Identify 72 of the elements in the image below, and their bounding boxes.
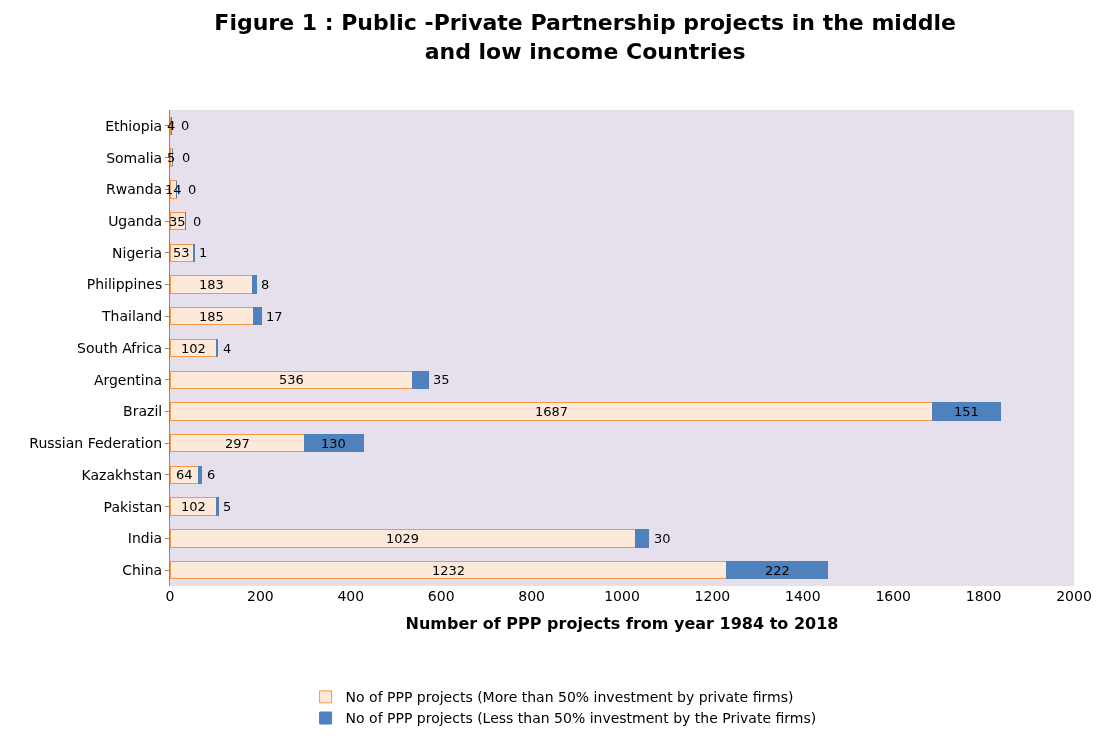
data-label: 6 (207, 467, 216, 482)
y-tick-label: Uganda (108, 212, 163, 229)
bar (170, 307, 255, 326)
data-label: 222 (765, 563, 790, 578)
y-tick-label: Brazil (123, 403, 163, 420)
data-label: 0 (182, 150, 191, 165)
data-label: 1029 (386, 531, 420, 546)
data-label: 183 (199, 277, 224, 292)
bar (253, 307, 262, 326)
legend-label: No of PPP projects (Less than 50% investment by the Private firms) (345, 710, 817, 727)
y-tick-label: Thailand (101, 308, 163, 325)
x-tick-label: 1600 (875, 588, 912, 604)
data-label: 64 (176, 467, 193, 482)
bar (170, 560, 728, 580)
y-tick-label: Pakistan (103, 498, 163, 515)
data-label: 1 (199, 245, 208, 260)
x-tick-label: 1800 (965, 588, 1002, 604)
data-label: 35 (433, 372, 450, 387)
bar (198, 465, 203, 485)
x-tick-label: 200 (247, 588, 274, 604)
x-tick-label: 0 (165, 588, 175, 604)
x-tick-label: 1200 (694, 588, 731, 604)
bar (215, 497, 219, 516)
x-tick-label: 800 (518, 588, 545, 604)
data-label: 536 (279, 372, 304, 387)
bar (726, 560, 828, 580)
bar (252, 275, 257, 294)
data-label: 151 (954, 404, 979, 419)
data-label: 102 (181, 341, 206, 356)
data-label: 4 (223, 341, 232, 356)
y-tick-label: Kazakhstan (81, 466, 163, 483)
y-tick-label: Somalia (106, 149, 163, 166)
x-axis-title: Number of PPP projects from year 1984 to 2018 (405, 613, 839, 633)
bar (303, 433, 364, 453)
y-tick-label: Philippines (86, 276, 163, 293)
x-tick-label: 2000 (1056, 588, 1092, 604)
y-tick-label: Nigeria (112, 244, 163, 261)
data-label: 1232 (432, 563, 466, 578)
data-label: 185 (199, 309, 224, 324)
data-label: 130 (321, 436, 346, 451)
data-label: 297 (225, 436, 250, 451)
data-label: 8 (261, 277, 270, 292)
bar (170, 275, 254, 294)
bar (932, 402, 1002, 421)
y-tick-label: Argentina (93, 371, 163, 388)
x-tick-label: 1000 (604, 588, 640, 604)
data-label: 17 (266, 309, 283, 324)
data-label: 5 (223, 499, 232, 514)
y-tick-label: China (122, 562, 163, 579)
x-tick-label: 600 (427, 588, 455, 604)
y-tick-label: Ethiopia (105, 117, 163, 134)
x-tick-label: 1400 (784, 588, 821, 604)
data-label: 30 (654, 531, 671, 546)
y-tick-label: Russian Federation (29, 435, 163, 452)
data-label: 0 (181, 118, 190, 133)
bar (170, 370, 413, 389)
x-tick-label: 400 (337, 588, 365, 604)
data-label: 0 (188, 182, 197, 197)
data-label: 1687 (535, 404, 569, 419)
chart-title: Figure 1 : Public -Private Partnership projects in the middle and low income Countries (214, 10, 956, 64)
y-tick-label: South Africa (77, 339, 163, 356)
bar (170, 529, 636, 548)
bar (411, 370, 429, 389)
data-label: 0 (193, 214, 202, 229)
y-tick-label: Rwanda (106, 181, 163, 198)
data-label: 102 (181, 499, 206, 514)
bar (634, 529, 650, 548)
legend-label: No of PPP projects (More than 50% investment by private firms) (345, 689, 794, 706)
y-tick-label: India (127, 530, 163, 547)
bar (170, 433, 305, 453)
bar (170, 402, 934, 421)
data-label: 53 (173, 245, 190, 260)
